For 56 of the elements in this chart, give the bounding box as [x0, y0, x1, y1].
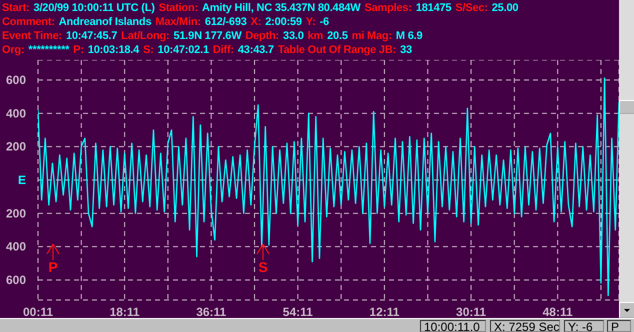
text: Diff:: [212, 44, 234, 56]
y-tick-label: 400: [6, 106, 26, 120]
text: Y: -6: [564, 320, 604, 332]
text: Y:: [306, 16, 316, 28]
text: 10:03:18.4: [88, 44, 140, 56]
text: km: [308, 30, 324, 42]
text: 10:00:11.0: [420, 320, 486, 332]
text: Samples:: [364, 2, 412, 14]
text: -6: [320, 16, 329, 28]
text: 10:47:02.1: [158, 44, 209, 56]
annotation: S: [257, 259, 269, 275]
text: Amity Hill, NC 35.437N 80.484W: [202, 2, 360, 14]
text: Table Out Of Range JB:: [278, 44, 396, 56]
text: Lat/Long:: [121, 30, 170, 42]
text: 3/20/99 10:00:11 UTC (L): [34, 2, 155, 14]
text: Comment:: [2, 16, 55, 28]
text: X: 7259 Sec: [490, 320, 560, 332]
text: 43:43.7: [238, 44, 274, 56]
text: Andreanof Islands: [58, 16, 152, 28]
text: 33: [400, 44, 412, 56]
x-tick-label: 12:11: [369, 305, 400, 319]
text: P:: [73, 44, 84, 56]
text: mi Mag:: [352, 30, 392, 42]
annotation: P: [47, 259, 59, 275]
text: Max/Min:: [155, 16, 201, 28]
y-tick-label: 600: [6, 73, 26, 87]
x-tick-label: 54:11: [282, 305, 314, 319]
text: Station:: [158, 2, 198, 14]
y-tick-label: 400: [6, 240, 26, 254]
text: S/Sec:: [455, 2, 488, 14]
x-tick-label: 18:11: [110, 305, 140, 319]
text: 33.0: [283, 30, 304, 42]
text: **********: [28, 44, 70, 56]
text: Depth:: [245, 30, 280, 42]
text: 51.9N 177.6W: [173, 30, 242, 42]
text: 25.00: [492, 2, 518, 14]
text: X:: [250, 16, 262, 28]
y-tick-label: 200: [6, 206, 26, 220]
text: Org:: [2, 44, 24, 56]
text: P: [607, 320, 631, 332]
text: M 6.9: [396, 30, 422, 42]
x-tick-label: 30:11: [456, 305, 486, 319]
y-tick-label: 600: [6, 273, 26, 287]
text: 10:47:45.7: [66, 30, 118, 42]
x-tick-label: 00:11: [22, 305, 54, 319]
x-tick-label: 36:11: [196, 305, 227, 319]
x-tick-label: 48:11: [542, 305, 573, 319]
text: S:: [143, 44, 154, 56]
text: Event Time:: [2, 30, 62, 42]
text: 20.5: [327, 30, 348, 42]
y-tick-label: 200: [6, 140, 26, 154]
text: 2:00:59: [265, 16, 302, 28]
text: Start:: [2, 2, 30, 14]
text: 612/-693: [204, 16, 247, 28]
text: 181475: [416, 2, 452, 14]
y-tick-label: E: [18, 173, 26, 187]
